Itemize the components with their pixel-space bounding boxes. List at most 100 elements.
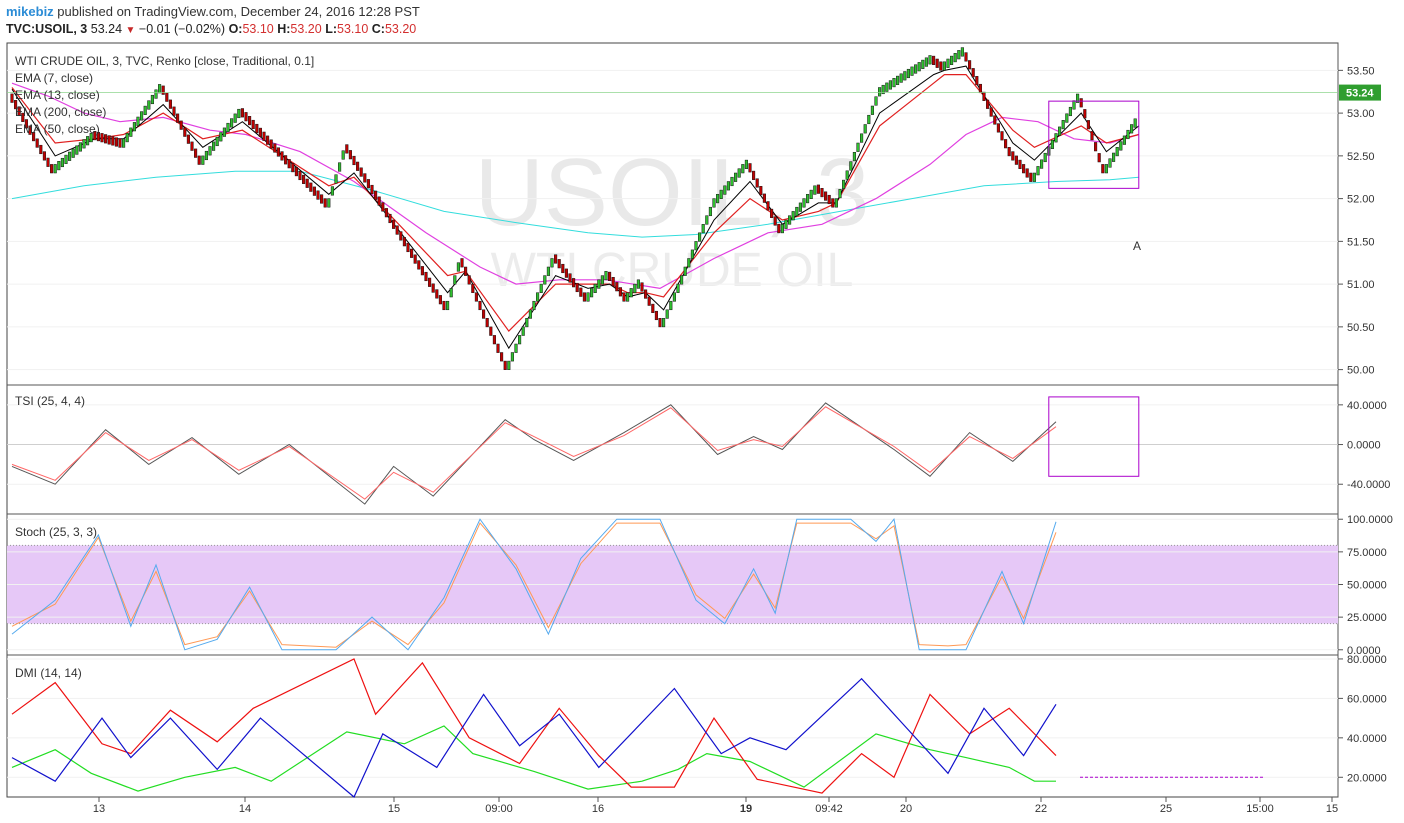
renko-brick-up	[780, 224, 784, 234]
renko-brick-down	[323, 198, 327, 208]
renko-brick-down	[39, 144, 43, 155]
renko-brick-up	[917, 62, 921, 72]
renko-brick-up	[874, 96, 878, 106]
renko-brick-up	[327, 198, 331, 208]
renko-brick-down	[968, 60, 972, 70]
renko-brick-down	[24, 119, 28, 129]
renko-brick-down	[1007, 147, 1011, 157]
renko-brick-up	[521, 326, 525, 336]
ohlc-line: TVC:USOIL, 3 53.24 ▼ −0.01 (−0.02%) O:53…	[6, 22, 416, 36]
renko-brick-up	[82, 139, 86, 149]
renko-brick-up	[1054, 133, 1058, 143]
renko-brick-down	[971, 68, 975, 78]
renko-brick-down	[305, 178, 309, 188]
renko-brick-up	[741, 164, 745, 174]
renko-brick-down	[248, 116, 252, 126]
ema-7-line	[11, 65, 1140, 350]
renko-brick-down	[640, 282, 644, 292]
renko-brick-down	[197, 155, 201, 165]
renko-brick-up	[870, 105, 874, 115]
renko-brick-down	[280, 151, 284, 161]
renko-brick-up	[867, 114, 871, 125]
time-tick-label: 16	[592, 803, 604, 815]
tsi-axis-tick-label: 40.0000	[1347, 400, 1387, 412]
renko-brick-down	[658, 318, 662, 328]
renko-brick-up	[942, 61, 946, 71]
renko-brick-up	[1115, 147, 1119, 157]
renko-brick-up	[633, 283, 637, 293]
renko-brick-down	[564, 268, 568, 278]
renko-brick-up	[888, 80, 892, 90]
renko-brick-down	[651, 303, 655, 313]
renko-brick-up	[669, 300, 673, 311]
time-tick-label: 09:42	[815, 803, 843, 815]
renko-brick-up	[1050, 139, 1054, 149]
renko-brick-up	[330, 186, 334, 196]
stoch-axis-tick-label: 75.0000	[1347, 547, 1387, 559]
renko-brick-down	[608, 271, 612, 281]
renko-brick-up	[737, 168, 741, 178]
renko-brick-down	[485, 318, 489, 328]
renko-brick-down	[1101, 164, 1105, 174]
renko-brick-up	[734, 172, 738, 182]
main-series-title: WTI CRUDE OIL, 3, TVC, Renko [close, Tra…	[15, 54, 314, 68]
renko-brick-up	[453, 275, 457, 285]
renko-brick-up	[885, 82, 889, 92]
renko-brick-up	[957, 50, 961, 60]
renko-brick-down	[374, 190, 378, 200]
renko-brick-down	[251, 119, 255, 130]
renko-brick-down	[766, 201, 770, 211]
renko-brick-down	[759, 186, 763, 196]
time-tick-label: 15	[388, 803, 400, 815]
renko-brick-up	[906, 68, 910, 79]
renko-brick-up	[708, 206, 712, 217]
renko-brick-up	[730, 176, 734, 187]
renko-brick-down	[1090, 131, 1094, 141]
low-label: L:	[325, 22, 337, 36]
high-value: 53.20	[290, 22, 322, 36]
renko-brick-down	[611, 277, 615, 287]
renko-brick-up	[680, 275, 684, 285]
renko-brick-down	[964, 52, 968, 62]
renko-brick-down	[298, 170, 302, 181]
renko-brick-down	[770, 208, 774, 218]
renko-brick-down	[294, 167, 298, 177]
legend-ema-7: EMA (7, close)	[15, 71, 93, 85]
renko-brick-down	[359, 167, 363, 177]
renko-brick-down	[114, 137, 118, 147]
renko-brick-up	[662, 318, 666, 328]
renko-brick-down	[186, 134, 190, 144]
renko-brick-up	[586, 292, 590, 302]
legend-ema-13: EMA (13, close)	[15, 88, 100, 102]
renko-brick-up	[924, 57, 928, 67]
renko-brick-up	[1130, 124, 1134, 134]
renko-brick-down	[183, 127, 187, 137]
renko-brick-up	[150, 94, 154, 105]
renko-brick-up	[129, 127, 133, 137]
tsi-signal-line	[11, 406, 1057, 500]
renko-brick-down	[1004, 139, 1008, 149]
renko-brick-up	[744, 159, 748, 169]
price-axis-tick-label: 50.50	[1347, 322, 1375, 334]
renko-brick-up	[960, 47, 964, 57]
renko-brick-down	[1079, 98, 1083, 108]
renko-brick-up	[629, 288, 633, 298]
close-value: 53.20	[384, 22, 417, 36]
di-minus-line	[11, 658, 1057, 794]
time-tick-label: 14	[239, 803, 251, 815]
renko-brick-up	[899, 73, 903, 83]
renko-brick-down	[377, 196, 381, 206]
renko-brick-up	[665, 309, 669, 319]
renko-brick-down	[482, 309, 486, 319]
renko-brick-up	[222, 127, 226, 137]
renko-brick-up	[237, 108, 241, 119]
renko-brick-up	[1036, 166, 1040, 176]
author-link[interactable]: mikebiz	[6, 4, 54, 19]
renko-brick-up	[701, 224, 705, 234]
renko-brick-up	[456, 262, 460, 272]
highlight-box-price	[1048, 100, 1140, 189]
renko-brick-down	[978, 83, 982, 94]
renko-brick-down	[312, 186, 316, 196]
renko-brick-down	[107, 135, 111, 145]
